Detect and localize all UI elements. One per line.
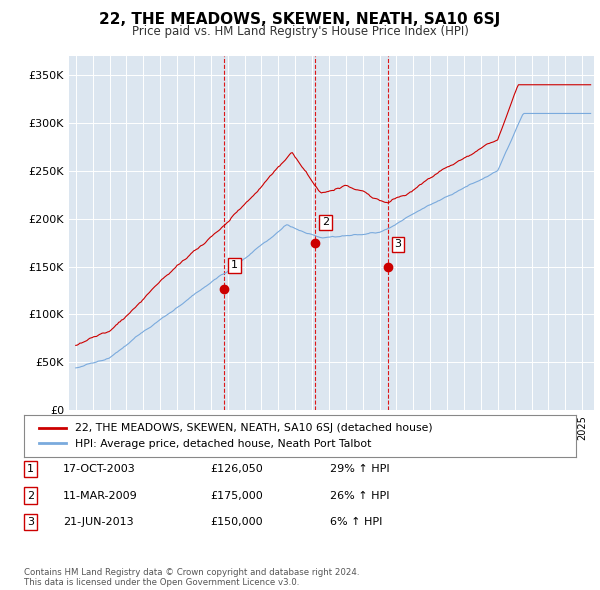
Text: 1: 1 — [231, 260, 238, 270]
Text: £126,050: £126,050 — [210, 464, 263, 474]
Text: 29% ↑ HPI: 29% ↑ HPI — [330, 464, 389, 474]
Text: 1: 1 — [27, 464, 34, 474]
Text: £150,000: £150,000 — [210, 517, 263, 527]
Text: 2: 2 — [322, 217, 329, 227]
Text: 3: 3 — [394, 240, 401, 250]
Text: 11-MAR-2009: 11-MAR-2009 — [63, 491, 138, 500]
Text: 17-OCT-2003: 17-OCT-2003 — [63, 464, 136, 474]
Text: 26% ↑ HPI: 26% ↑ HPI — [330, 491, 389, 500]
Text: £175,000: £175,000 — [210, 491, 263, 500]
Text: 2: 2 — [27, 491, 34, 500]
Text: Price paid vs. HM Land Registry's House Price Index (HPI): Price paid vs. HM Land Registry's House … — [131, 25, 469, 38]
Legend: 22, THE MEADOWS, SKEWEN, NEATH, SA10 6SJ (detached house), HPI: Average price, d: 22, THE MEADOWS, SKEWEN, NEATH, SA10 6SJ… — [35, 419, 437, 453]
Text: Contains HM Land Registry data © Crown copyright and database right 2024.
This d: Contains HM Land Registry data © Crown c… — [24, 568, 359, 587]
Text: 21-JUN-2013: 21-JUN-2013 — [63, 517, 134, 527]
Text: 6% ↑ HPI: 6% ↑ HPI — [330, 517, 382, 527]
Text: 22, THE MEADOWS, SKEWEN, NEATH, SA10 6SJ: 22, THE MEADOWS, SKEWEN, NEATH, SA10 6SJ — [100, 12, 500, 27]
Text: 3: 3 — [27, 517, 34, 527]
